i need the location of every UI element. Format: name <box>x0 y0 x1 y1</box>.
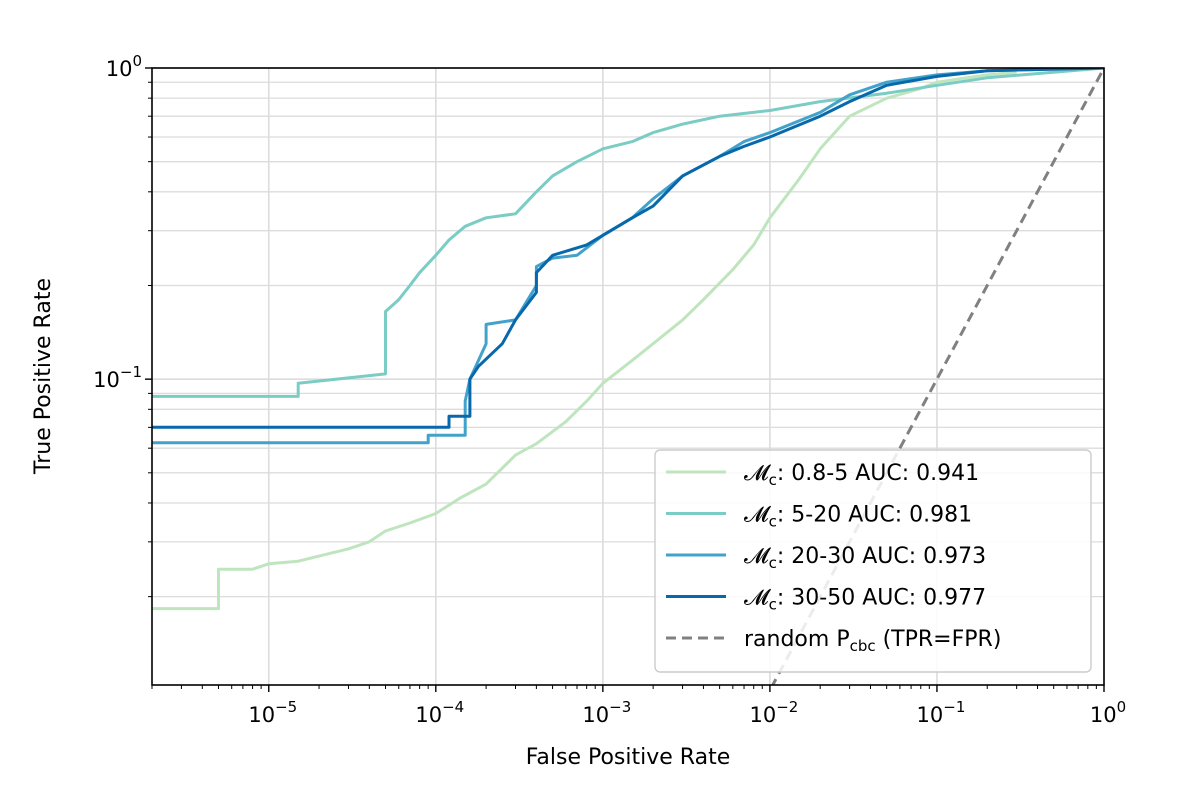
roc-curve-1 <box>152 70 1017 611</box>
roc-curve-3 <box>152 68 1104 445</box>
y-tick-label: 100 <box>106 52 142 81</box>
y-axis-label: True Positive Rate <box>31 278 56 475</box>
roc-curve-2 <box>152 68 1104 398</box>
x-tick-label: 10−1 <box>917 698 966 727</box>
legend-label: random Pcbc (TPR=FPR) <box>744 627 1001 655</box>
x-axis-ticks: 10−5 10−4 10−3 10−2 10−1 100 <box>151 685 1126 727</box>
x-tick-label: 10−3 <box>582 698 631 727</box>
x-tick-label: 10−2 <box>749 698 798 727</box>
legend-label: 𝓜c: 20-30 AUC: 0.973 <box>744 544 986 572</box>
legend-label: 𝓜c: 30-50 AUC: 0.977 <box>744 586 986 614</box>
y-axis-ticks: 10−1 100 <box>93 52 152 598</box>
x-tick-label: 10−5 <box>248 698 297 727</box>
x-tick-label: 10−4 <box>415 698 464 727</box>
plot-frame <box>151 67 1105 686</box>
x-axis-label: False Positive Rate <box>526 745 730 770</box>
legend-label: 𝓜c: 5-20 AUC: 0.981 <box>744 503 972 531</box>
grid-lines <box>152 67 1105 685</box>
roc-curve-4 <box>152 68 1104 429</box>
legend-box <box>654 449 1092 673</box>
legend-label: 𝓜c: 0.8-5 AUC: 0.941 <box>744 461 979 489</box>
y-tick-label: 10−1 <box>93 363 142 392</box>
x-tick-label: 100 <box>1090 698 1126 727</box>
legend: 𝓜c: 0.8-5 AUC: 0.941 𝓜c: 5-20 AUC: 0.981 𝓜… <box>654 449 1092 673</box>
